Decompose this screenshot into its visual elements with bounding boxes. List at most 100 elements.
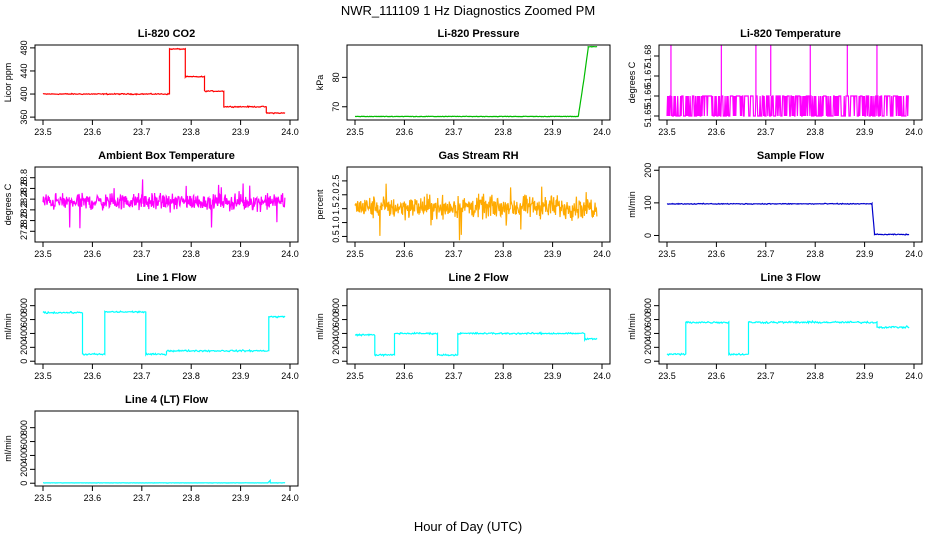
y-tick-label: 600: [19, 312, 29, 327]
figure-title: NWR_111109 1 Hz Diagnostics Zoomed PM: [341, 3, 595, 18]
y-tick-label: 0: [643, 233, 653, 238]
x-tick-label: 23.5: [658, 371, 676, 381]
y-tick-label: 51.68: [643, 45, 653, 68]
y-tick-label: 800: [19, 298, 29, 313]
y-tick-label: 800: [19, 420, 29, 435]
y-tick-label: 200: [19, 462, 29, 477]
x-tick-label: 23.7: [133, 127, 151, 137]
panel-title: Line 3 Flow: [761, 272, 821, 284]
x-tick-label: 23.8: [494, 127, 512, 137]
y-tick-label: 400: [331, 326, 341, 341]
y-tick-label: 80: [331, 72, 341, 82]
series-line: [354, 331, 598, 358]
x-tick-label: 23.7: [133, 249, 151, 259]
series-line: [42, 47, 286, 115]
x-tick-label: 24.0: [593, 371, 611, 381]
y-tick-label: 28.6: [19, 180, 29, 198]
plot-frame: [658, 44, 923, 121]
y-axis-label: Licor ppm: [3, 63, 13, 103]
x-tick-label: 23.8: [806, 371, 824, 381]
y-tick-label: 28.4: [19, 190, 29, 208]
y-tick-label: 600: [19, 434, 29, 449]
x-tick-label: 23.9: [232, 127, 250, 137]
series-line: [354, 45, 598, 118]
y-tick-label: 0: [643, 359, 653, 364]
y-tick-label: 480: [19, 40, 29, 55]
y-tick-label: 800: [643, 298, 653, 313]
x-tick-label: 24.0: [281, 493, 299, 503]
x-tick-label: 23.5: [34, 371, 52, 381]
x-tick-label: 23.6: [84, 127, 102, 137]
y-tick-label: 0: [19, 359, 29, 364]
series-line: [666, 201, 910, 236]
x-tick-label: 23.9: [856, 127, 874, 137]
panel-title: Sample Flow: [757, 150, 825, 162]
y-axis-label: degrees C: [3, 183, 13, 225]
y-tick-label: 200: [19, 340, 29, 355]
x-tick-label: 24.0: [593, 127, 611, 137]
x-tick-label: 23.6: [84, 249, 102, 259]
chart-panel: Li-820 Pressure 23.5 23.6 23.7 23.8 23.9 24.0 7…: [315, 28, 611, 137]
y-tick-label: 28.8: [19, 169, 29, 187]
plot-frame: [346, 288, 611, 365]
x-tick-label: 23.5: [34, 127, 52, 137]
x-tick-label: 23.8: [182, 371, 200, 381]
series-line: [42, 478, 286, 484]
y-tick-label: 2.0: [331, 189, 341, 202]
plot-frame: [658, 166, 923, 243]
x-tick-label: 23.7: [133, 493, 151, 503]
y-axis-label: ml/min: [315, 313, 325, 340]
series-line: [42, 179, 286, 229]
y-tick-label: 28.2: [19, 201, 29, 219]
chart-panel: Ambient Box Temperature 23.5 23.6 23.7 23.8 2…: [3, 150, 299, 259]
chart-panel: Gas Stream RH 23.5 23.6 23.7 23.8 23.9 24.0 0.5…: [315, 150, 611, 259]
y-axis-label: kPa: [315, 75, 325, 91]
y-tick-label: 360: [19, 110, 29, 125]
x-tick-label: 24.0: [281, 249, 299, 259]
series-line: [354, 183, 598, 241]
y-tick-label: 2.5: [331, 175, 341, 188]
chart-panel: Sample Flow 23.5 23.6 23.7 23.8 23.9 24.0 0 100 2…: [627, 150, 923, 259]
x-tick-label: 24.0: [905, 249, 923, 259]
series-line: [666, 319, 910, 357]
x-tick-label: 23.6: [84, 493, 102, 503]
y-axis-label: ml/min: [3, 313, 13, 340]
x-tick-label: 23.7: [445, 371, 463, 381]
x-tick-label: 23.8: [182, 249, 200, 259]
x-tick-label: 23.7: [757, 371, 775, 381]
y-axis-label: ml/min: [627, 313, 637, 340]
x-tick-label: 23.5: [346, 371, 364, 381]
chart-panel: Line 1 Flow 23.5 23.6 23.7 23.8 23.9 24.0 0 2004…: [3, 272, 299, 381]
x-tick-label: 23.7: [757, 127, 775, 137]
x-tick-label: 23.9: [856, 371, 874, 381]
panel-title: Line 2 Flow: [449, 272, 509, 284]
x-tick-label: 23.6: [84, 371, 102, 381]
chart-panel: Line 3 Flow 23.5 23.6 23.7 23.8 23.9 24.0 0 2004…: [627, 272, 923, 381]
x-tick-label: 23.8: [182, 493, 200, 503]
y-tick-label: 51.66: [643, 85, 653, 108]
x-tick-label: 24.0: [593, 249, 611, 259]
y-tick-label: 70: [331, 102, 341, 112]
y-axis-label: percent: [315, 189, 325, 220]
y-tick-label: 51.67: [643, 65, 653, 88]
y-axis-label: degrees C: [627, 61, 637, 103]
y-tick-label: 400: [19, 87, 29, 102]
panel-title: Li-820 CO2: [138, 28, 195, 40]
x-tick-label: 23.7: [445, 127, 463, 137]
x-tick-label: 23.9: [232, 249, 250, 259]
panel-title: Ambient Box Temperature: [98, 150, 235, 162]
x-tick-label: 23.9: [232, 371, 250, 381]
x-tick-label: 23.6: [708, 371, 726, 381]
y-tick-label: 51.65: [643, 105, 653, 128]
plot-frame: [34, 288, 299, 365]
x-tick-label: 23.9: [856, 249, 874, 259]
y-tick-label: 28.0: [19, 212, 29, 230]
plot-frame: [34, 44, 299, 121]
plot-frame: [34, 166, 299, 243]
x-tick-label: 23.6: [396, 371, 414, 381]
y-axis-label: ml/min: [3, 435, 13, 462]
x-tick-label: 23.5: [34, 249, 52, 259]
x-tick-label: 23.7: [133, 371, 151, 381]
x-tick-label: 24.0: [281, 371, 299, 381]
x-tick-label: 23.7: [445, 249, 463, 259]
